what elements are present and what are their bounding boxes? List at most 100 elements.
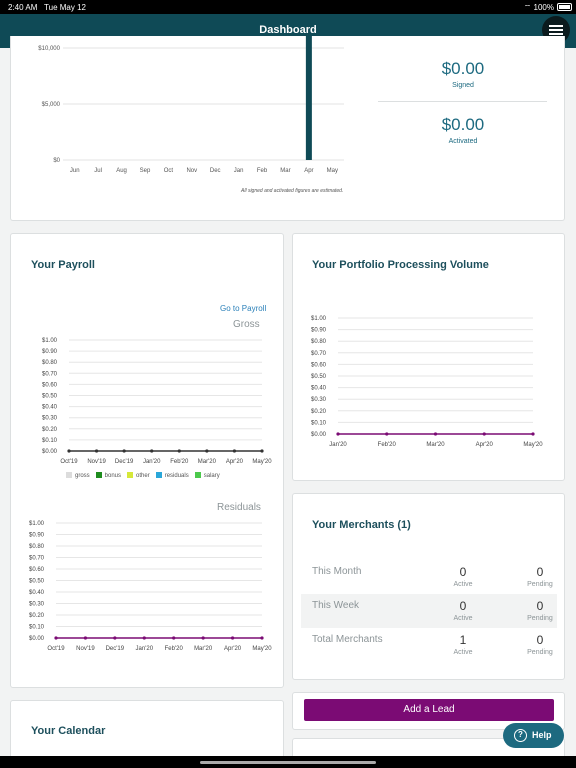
data-point — [531, 432, 535, 436]
data-point — [230, 636, 235, 640]
y-tick-label: $0.40 — [311, 386, 327, 392]
pending-label: Pending — [527, 581, 553, 588]
gross-chart: $0.00 $0.10 $0.20 $0.30 $0.40 $0.50 $0.60 $0.70… — [42, 338, 272, 465]
sales-card: $0 $5,000 $10,000 Jun Jul Aug Sep Oct Nov Dec Jan F… — [10, 36, 565, 221]
active-count: 0 — [459, 565, 467, 579]
monthly-chart: $0 $5,000 $10,000 Jun Jul Aug Sep Oct Nov Dec Jan F… — [38, 36, 344, 174]
x-tick-label: Feb'20 — [165, 646, 184, 652]
legend-item: residuals — [155, 472, 189, 479]
x-tick-label: Dec'19 — [106, 646, 125, 652]
data-point — [172, 636, 176, 640]
data-point — [201, 636, 205, 640]
data-point — [54, 636, 58, 640]
x-tick-label: Mar'20 — [194, 646, 213, 652]
y-tick-label: $0.50 — [42, 394, 58, 400]
data-point — [433, 432, 438, 436]
x-tick-label: Jan'20 — [329, 442, 347, 448]
y-tick-label: $0.20 — [29, 613, 45, 619]
question-circle-icon: ? — [514, 729, 527, 742]
residuals-chart: $0.00 $0.10 $0.20 $0.30 $0.40 $0.50 $0.60 $0.70… — [29, 521, 272, 652]
x-tick-label: Jan — [234, 168, 244, 174]
data-point — [260, 449, 264, 453]
x-tick-label: Feb'20 — [170, 459, 189, 465]
help-button[interactable]: ? Help — [503, 723, 564, 748]
x-tick-label: Jun — [70, 168, 80, 174]
data-point — [385, 432, 389, 436]
bar — [305, 36, 312, 160]
y-tick-label: $0.70 — [311, 351, 327, 357]
y-tick-label: $0.90 — [42, 349, 58, 355]
x-tick-label: May'20 — [523, 442, 543, 448]
x-tick-label: Dec — [210, 168, 221, 174]
battery-percent: 100% — [533, 3, 554, 12]
x-tick-label: Aug — [116, 168, 127, 174]
data-point — [205, 449, 209, 453]
y-tick-label: $0.60 — [42, 382, 58, 388]
legend-item: other — [127, 472, 150, 479]
y-tick-label: $0.20 — [42, 427, 58, 433]
x-tick-label: Apr — [304, 168, 313, 174]
estimate-note: All signed and activated figures are est… — [241, 188, 344, 194]
y-tick-label: $0.40 — [29, 590, 45, 596]
y-tick-label: $0.70 — [42, 371, 58, 377]
pending-count: 0 — [536, 565, 544, 579]
legend-item: gross — [66, 472, 90, 479]
data-point — [94, 449, 99, 453]
portfolio-title: Your Portfolio Processing Volume — [312, 259, 489, 271]
go-to-payroll-link[interactable]: Go to Payroll — [220, 304, 267, 313]
legend-label: gross — [75, 473, 90, 479]
x-tick-label: May'20 — [252, 459, 272, 465]
add-lead-button[interactable]: Add a Lead — [304, 699, 554, 721]
x-tick-label: Apr'20 — [476, 442, 494, 448]
active-label: Active — [453, 649, 473, 656]
gross-label: Gross — [233, 319, 260, 330]
data-point — [336, 432, 340, 436]
x-tick-label: Jul — [94, 168, 102, 174]
row-label: This Week — [312, 600, 360, 611]
legend-swatch — [95, 472, 102, 478]
y-tick-label: $10,000 — [38, 46, 60, 52]
y-tick-label: $0.60 — [29, 567, 45, 573]
battery-icon — [557, 3, 572, 11]
pending-label: Pending — [527, 649, 553, 656]
y-tick-label: $0.00 — [311, 432, 327, 438]
legend-item: bonus — [95, 472, 121, 479]
y-tick-label: $0.80 — [311, 339, 327, 345]
x-tick-label: Apr'20 — [224, 646, 242, 652]
row-label: This Month — [312, 566, 362, 577]
x-tick-label: Jan'20 — [143, 459, 161, 465]
signed-value: $0.00 — [441, 59, 485, 78]
y-tick-label: $0.00 — [29, 636, 45, 642]
legend-swatch — [194, 472, 201, 478]
y-tick-label: $0.40 — [42, 405, 58, 411]
data-point — [113, 636, 117, 640]
data-point — [83, 636, 88, 640]
y-tick-label: $0.10 — [311, 420, 327, 426]
x-tick-label: Oct'19 — [47, 646, 65, 652]
portfolio-chart: $0.00 $0.10 $0.20 $0.30 $0.40 $0.50 $0.60 $0.70… — [311, 316, 543, 448]
pending-count: 0 — [536, 599, 544, 613]
x-tick-label: Nov'19 — [76, 646, 95, 652]
help-label: Help — [532, 730, 552, 740]
pending-count: 0 — [536, 633, 544, 647]
legend-item: salary — [194, 472, 220, 479]
row-label: Total Merchants — [312, 634, 383, 645]
y-tick-label: $0.30 — [42, 416, 58, 422]
data-point — [232, 449, 237, 453]
data-point — [482, 432, 486, 436]
x-tick-label: Oct — [164, 168, 174, 174]
pending-label: Pending — [527, 615, 553, 622]
y-tick-label: $0.90 — [311, 328, 327, 334]
data-point — [260, 636, 264, 640]
x-tick-label: Feb'20 — [378, 442, 397, 448]
residuals-label: Residuals — [217, 502, 261, 513]
active-count: 0 — [459, 599, 467, 613]
data-point — [177, 449, 181, 453]
x-tick-label: Feb — [257, 168, 268, 174]
calendar-title: Your Calendar — [31, 725, 106, 737]
status-time: 2:40 AM Tue May 12 — [8, 3, 86, 12]
y-tick-label: $0.10 — [42, 438, 58, 444]
y-tick-label: $0.10 — [29, 625, 45, 631]
y-tick-label: $0.20 — [311, 409, 327, 415]
x-tick-label: Mar'20 — [198, 459, 217, 465]
